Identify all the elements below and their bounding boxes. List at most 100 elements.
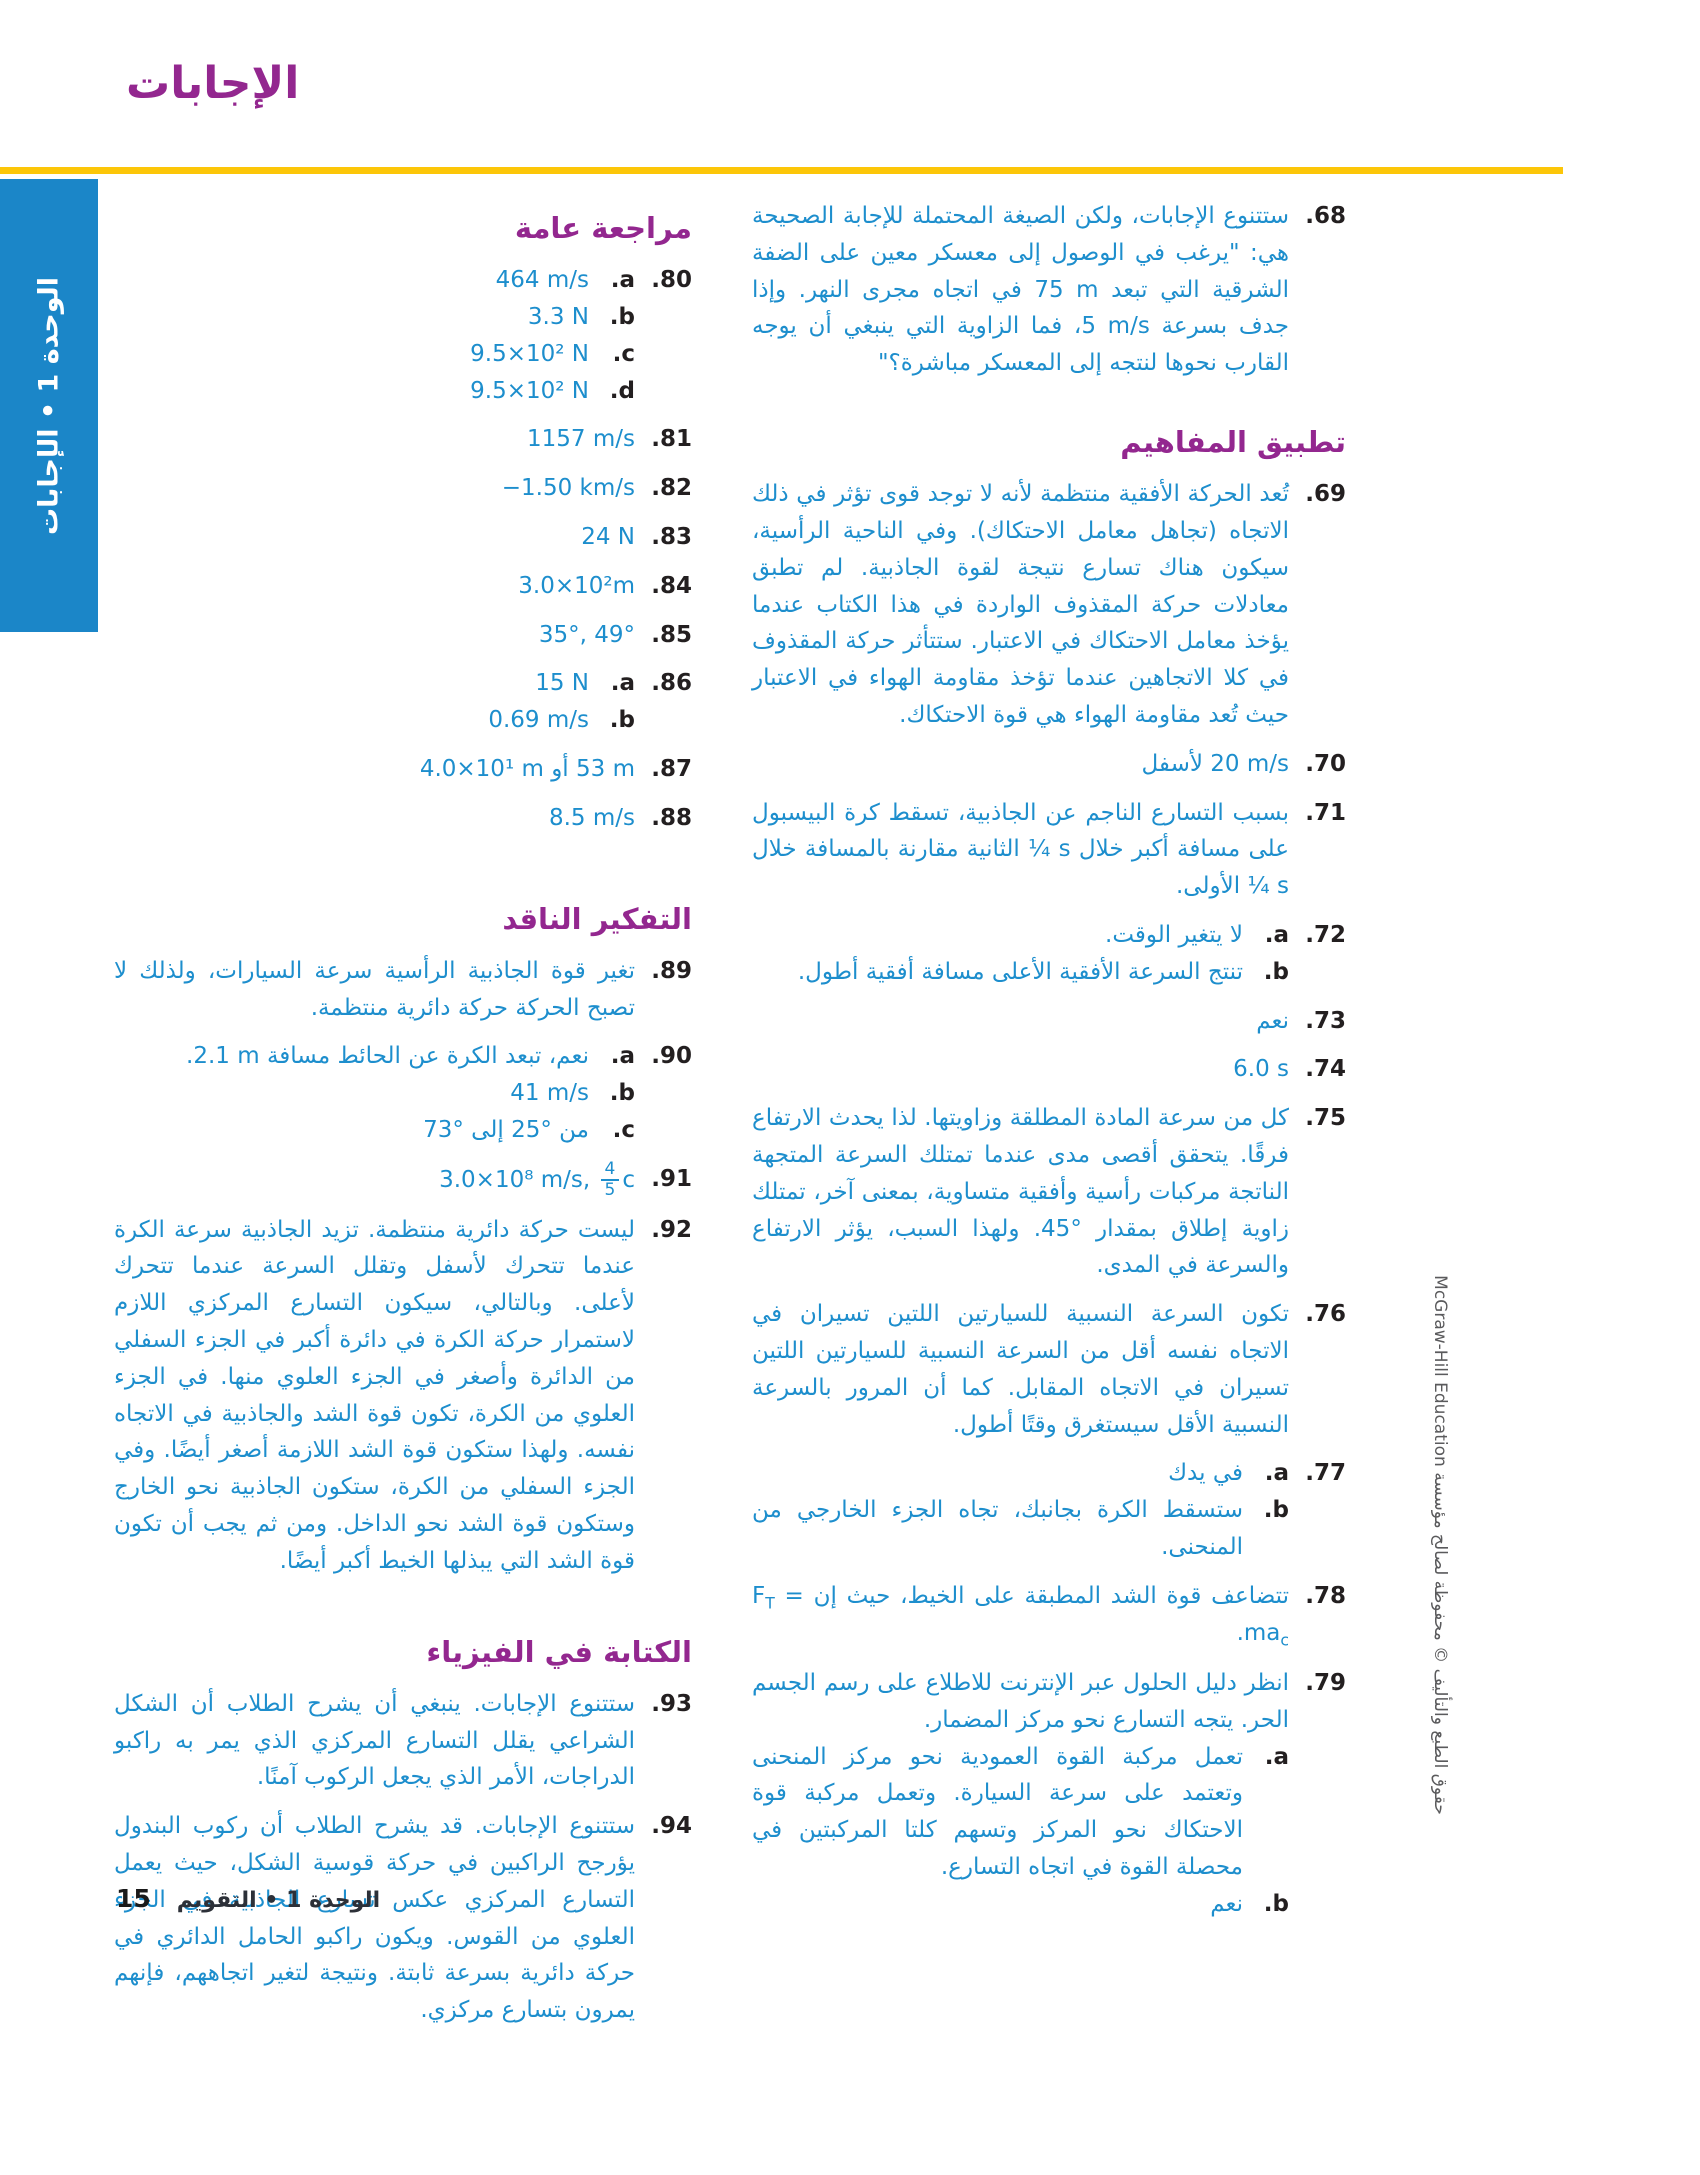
answer-number: 88.	[651, 804, 692, 831]
answer-number: 71.	[1305, 799, 1346, 826]
answer-item-69: 69. تُعد الحركة الأفقية منتظمة لأنه لا ت…	[752, 476, 1346, 734]
answer-number: 93.	[651, 1690, 692, 1717]
sub-answer-b: b. ⁦3.3 N⁩	[114, 299, 635, 336]
answer-number: 83.	[651, 524, 692, 551]
sub-answer-a: a. لا يتغير الوقت.	[752, 917, 1289, 954]
answer-value: ⁦53 m⁩ أو ⁦4.0×10¹ m⁩	[419, 756, 635, 783]
answer-text: لا يتغير الوقت.	[1105, 922, 1243, 948]
answer-number: 87.	[651, 756, 692, 783]
answer-number: 72.	[1305, 922, 1346, 948]
answer-value: ⁦35°, 49°⁩	[538, 621, 635, 648]
answer-text: تُعد الحركة الأفقية منتظمة لأنه لا توجد …	[752, 481, 1289, 729]
formula-subscript: T	[765, 1593, 775, 1613]
divider-rule	[0, 167, 1563, 174]
answer-value: ⁦−1.50 km/s⁩	[501, 475, 635, 502]
fraction-denominator: 5	[604, 1179, 616, 1200]
sub-answer-a: a. نعم، تبعد الكرة عن الحائط مسافة ⁦2.1 …	[114, 1038, 635, 1075]
answer-number: 90.	[651, 1043, 692, 1070]
formula-body: = ma	[774, 1582, 1281, 1647]
answer-item-82: 82. ⁦−1.50 km/s⁩	[114, 470, 692, 507]
sub-letter: a.	[1264, 1460, 1289, 1487]
answer-text: نعم، تبعد الكرة عن الحائط مسافة ⁦2.1 m⁩.	[186, 1043, 589, 1070]
sub-letter: b.	[609, 304, 635, 331]
sub-letter: b.	[1263, 1497, 1289, 1524]
answer-number: 70.	[1305, 750, 1346, 777]
answer-item-76: 76. تكون السرعة النسبية للسيارتين اللتين…	[752, 1296, 1346, 1443]
answer-text: تتضاعف قوة الشد المطبقة على الخيط، حيث إ…	[813, 1582, 1289, 1609]
answer-value: ⁦1157 m/s⁩	[527, 426, 635, 453]
sub-letter: a.	[1264, 922, 1289, 948]
answer-number: 74.	[1305, 1056, 1346, 1083]
answer-item-81: 81. ⁦1157 m/s⁩	[114, 421, 692, 458]
sub-answer-b: b. نعم	[752, 1886, 1289, 1923]
answer-value: ⁦464 m/s⁩	[495, 267, 589, 294]
answer-item-72: 72. a. لا يتغير الوقت. b. تنتج السرعة ال…	[752, 917, 1346, 991]
answer-number: 82.	[651, 475, 692, 502]
answer-text: نعم	[1256, 1007, 1289, 1034]
sub-answer-b: b. ستسقط الكرة بجانبك، تجاه الجزء الخارج…	[752, 1492, 1289, 1566]
answer-number: 79.	[1305, 1669, 1346, 1696]
unit-side-tab: الوحدة 1 • الإجابات	[0, 179, 98, 632]
answer-text: ⁦6.0 s⁩	[1233, 1056, 1289, 1083]
formula-subscript: c	[1280, 1630, 1289, 1650]
answer-item-77: 77. a. في يدك b. ستسقط الكرة بجانبك، تجا…	[752, 1455, 1346, 1565]
answer-item-80: 80. a. ⁦464 m/s⁩ b. ⁦3.3 N⁩ c. ⁦9.5×10² …	[114, 262, 692, 409]
column-right: 68. ستتنوع الإجابات، ولكن الصيغة المحتمل…	[752, 198, 1346, 1935]
tension-formula: FT = mac	[752, 1582, 1289, 1650]
sub-letter: a.	[610, 1043, 635, 1070]
footer-unit-label: الوحدة 1 • التقويم	[176, 1888, 381, 1913]
sub-answer-c: c. من °25 إلى °73	[114, 1112, 635, 1149]
sub-answer-a: a. تعمل مركبة القوة العمودية نحو مركز ال…	[752, 1739, 1289, 1886]
answer-text: تغير قوة الجاذبية الرأسية سرعة السيارات،…	[114, 957, 635, 1021]
answer-item-84: 84. ⁦3.0×10²m⁩	[114, 568, 692, 605]
answer-intro: انظر دليل الحلول عبر الإنترنت للاطلاع عل…	[752, 1665, 1289, 1739]
formula-symbol: F	[752, 1582, 766, 1609]
answer-number: 77.	[1305, 1460, 1346, 1487]
answer-item-88: 88. ⁦8.5 m/s⁩	[114, 800, 692, 837]
section-heading-general-review: مراجعة عامة	[514, 211, 692, 245]
answer-text: ستسقط الكرة بجانبك، تجاه الجزء الخارجي م…	[752, 1497, 1243, 1560]
answer-number: 94.	[651, 1813, 692, 1840]
answer-item-73: 73. نعم	[752, 1003, 1346, 1040]
sub-answer-a: a. ⁦15 N⁩	[114, 665, 635, 702]
value-prefix: 3.0×10⁸ m/s,	[439, 1166, 598, 1193]
sub-letter: c.	[612, 1117, 635, 1144]
answer-item-94: 94. ستتنوع الإجابات. قد يشرح الطلاب أن ر…	[114, 1808, 692, 2029]
answer-item-74: 74. ⁦6.0 s⁩	[752, 1051, 1346, 1088]
sub-answer-b: b. ⁦41 m/s⁩	[114, 1075, 635, 1112]
section-heading-applying-concepts: تطبيق المفاهيم	[1120, 424, 1346, 459]
answer-number: 68.	[1305, 203, 1346, 229]
answer-item-85: 85. ⁦35°, 49°⁩	[114, 617, 692, 654]
sub-letter: d.	[609, 377, 635, 404]
answer-value: ⁦41 m/s⁩	[510, 1080, 589, 1107]
answer-text: في يدك	[1168, 1460, 1243, 1487]
sub-answer-c: c. ⁦9.5×10² N⁩	[114, 336, 635, 373]
answer-item-87: 87. ⁦53 m⁩ أو ⁦4.0×10¹ m⁩	[114, 751, 692, 788]
sentence-period: .	[1236, 1620, 1244, 1647]
answer-text: تعمل مركبة القوة العمودية نحو مركز المنح…	[752, 1743, 1243, 1880]
answer-value: ⁦0.69 m/s⁩	[488, 707, 589, 734]
section-heading-critical-thinking: التفكير الناقد	[502, 901, 692, 936]
copyright-vertical-text: حقوق الطبع والتأليف © محفوظة لصالح مؤسسة…	[1430, 1275, 1450, 1815]
answer-value: ⁦9.5×10² N⁩	[470, 377, 589, 404]
sub-answer-a: a. ⁦464 m/s⁩	[114, 262, 635, 299]
page-number: 15	[116, 1884, 151, 1913]
answer-number: 73.	[1305, 1007, 1346, 1034]
answer-number: 84.	[651, 572, 692, 599]
section-heading-writing-in-physics: الكتابة في الفيزياء	[426, 1634, 692, 1669]
answer-item-83: 83. ⁦24 N⁩	[114, 519, 692, 556]
answer-text: ستتنوع الإجابات. قد يشرح الطلاب أن ركوب …	[114, 1813, 635, 2024]
sub-letter: b.	[609, 707, 635, 734]
answer-text: ستتنوع الإجابات. ينبغي أن يشرح الطلاب أن…	[114, 1690, 635, 1791]
answer-number: 78.	[1305, 1582, 1346, 1609]
fraction-numerator: 4	[600, 1160, 620, 1181]
answer-value: ⁦24 N⁩	[581, 524, 635, 551]
answer-item-92: 92. ليست حركة دائرية منتظمة. تزيد الجاذب…	[114, 1212, 692, 1580]
answer-value: ⁦8.5 m/s⁩	[548, 804, 635, 831]
sub-answer-b: b. ⁦0.69 m/s⁩	[114, 702, 635, 739]
